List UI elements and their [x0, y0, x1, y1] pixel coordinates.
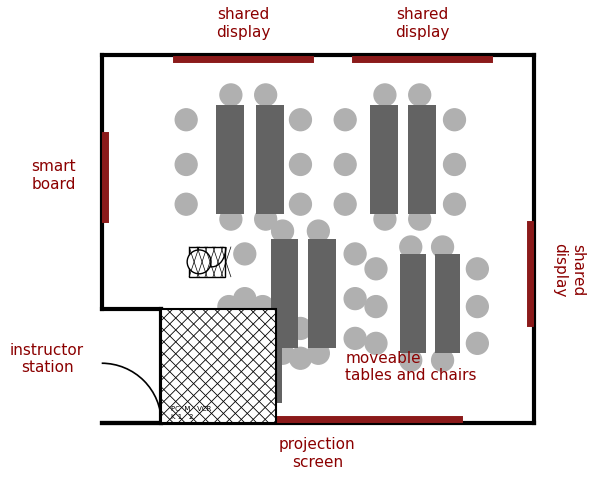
Circle shape	[289, 348, 312, 370]
Circle shape	[255, 85, 277, 107]
Circle shape	[400, 237, 422, 258]
Circle shape	[218, 399, 240, 421]
Circle shape	[289, 194, 312, 216]
Circle shape	[175, 154, 197, 176]
Circle shape	[218, 296, 240, 318]
Circle shape	[334, 194, 356, 216]
Circle shape	[409, 209, 431, 230]
Circle shape	[344, 243, 366, 265]
Circle shape	[400, 349, 422, 372]
Circle shape	[432, 237, 453, 258]
Bar	[370, 106, 398, 215]
Circle shape	[409, 85, 431, 107]
Bar	[271, 240, 298, 348]
Circle shape	[187, 251, 211, 274]
Circle shape	[374, 85, 396, 107]
Circle shape	[334, 154, 356, 176]
Circle shape	[220, 209, 242, 230]
Circle shape	[234, 288, 256, 310]
Circle shape	[255, 209, 277, 230]
Bar	[216, 106, 244, 215]
Text: shared
display: shared display	[216, 7, 271, 39]
Bar	[216, 314, 244, 403]
Circle shape	[234, 328, 256, 349]
Circle shape	[466, 258, 489, 280]
Circle shape	[334, 109, 356, 132]
Circle shape	[289, 109, 312, 132]
Circle shape	[432, 349, 453, 372]
Circle shape	[466, 296, 489, 318]
Bar	[256, 106, 283, 215]
Circle shape	[444, 154, 465, 176]
Circle shape	[365, 258, 387, 280]
Circle shape	[175, 194, 197, 216]
Circle shape	[307, 221, 329, 242]
Text: moveable
tables and chairs: moveable tables and chairs	[345, 350, 477, 383]
Circle shape	[234, 243, 256, 265]
Circle shape	[374, 209, 396, 230]
Circle shape	[252, 399, 274, 421]
Text: projection
screen: projection screen	[279, 437, 356, 469]
Circle shape	[289, 318, 312, 340]
Circle shape	[178, 348, 200, 370]
Bar	[254, 314, 282, 403]
Circle shape	[271, 221, 294, 242]
Circle shape	[365, 333, 387, 355]
Circle shape	[444, 194, 465, 216]
Text: PC  M   VCR: PC M VCR	[171, 405, 212, 411]
Circle shape	[220, 85, 242, 107]
Circle shape	[271, 343, 294, 364]
Bar	[435, 254, 460, 354]
Circle shape	[252, 296, 274, 318]
Circle shape	[307, 343, 329, 364]
Circle shape	[466, 333, 489, 355]
Bar	[161, 309, 276, 423]
Circle shape	[444, 109, 465, 132]
Text: shared
display: shared display	[395, 7, 450, 39]
Bar	[400, 254, 426, 354]
Circle shape	[344, 288, 366, 310]
Circle shape	[289, 154, 312, 176]
Text: shared
display: shared display	[553, 242, 585, 296]
Bar	[309, 240, 336, 348]
Text: smart
board: smart board	[32, 159, 77, 191]
Text: K 1   2: K 1 2	[171, 413, 194, 419]
Circle shape	[365, 296, 387, 318]
Text: instructor
station: instructor station	[10, 342, 84, 375]
Bar	[408, 106, 435, 215]
Circle shape	[344, 328, 366, 349]
Circle shape	[178, 318, 200, 340]
Circle shape	[175, 109, 197, 132]
Bar	[189, 247, 225, 277]
